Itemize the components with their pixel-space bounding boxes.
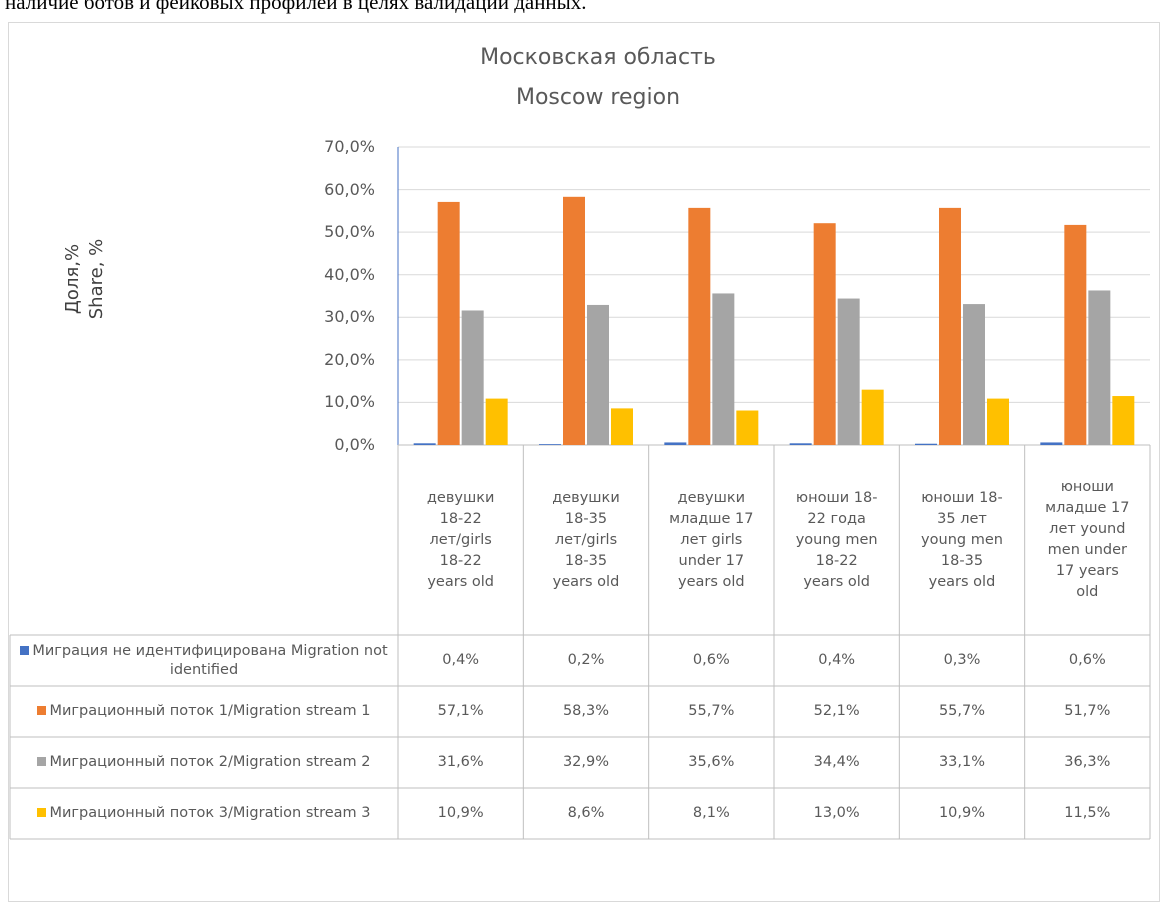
legend-label: Миграционный поток 3/Migration stream 3 — [49, 805, 371, 821]
legend-entry: Миграционный поток 2/Migration stream 2 — [10, 737, 398, 788]
bar — [461, 310, 484, 445]
legend-text-wrap: Миграционный поток 1/Migration stream 1 — [37, 702, 371, 721]
y-tick-label: 60,0% — [324, 179, 375, 199]
data-label: 11,5% — [1064, 805, 1111, 821]
bar — [1040, 442, 1063, 445]
bar — [1088, 290, 1111, 445]
bar — [861, 389, 884, 445]
data-label: 0,6% — [692, 652, 730, 668]
bar — [789, 443, 812, 445]
x-tick-label: девушки младше 17 лет girls under 17 yea… — [669, 489, 754, 590]
data-label: 13,0% — [813, 805, 860, 821]
data-label: 33,1% — [938, 754, 986, 770]
data-label: 0,4% — [442, 652, 480, 668]
data-label: 10,9% — [437, 805, 484, 821]
legend-label: Миграция не идентифицирована Migration n… — [32, 642, 388, 678]
bar — [837, 298, 860, 445]
bar — [939, 207, 961, 445]
bar — [1112, 396, 1135, 445]
data-label: 8,6% — [567, 805, 605, 821]
bar — [413, 443, 436, 445]
data-label: 32,9% — [562, 754, 610, 770]
bar — [611, 408, 633, 445]
bar — [437, 201, 460, 445]
y-tick-label: 20,0% — [324, 349, 375, 369]
data-label: 52,1% — [813, 703, 860, 719]
data-label: 35,6% — [688, 754, 735, 770]
bar — [915, 443, 937, 445]
data-label: 36,3% — [1064, 754, 1111, 770]
bar — [485, 398, 508, 445]
legend-text-wrap: Миграция не идентифицирована Migration n… — [18, 642, 390, 680]
caption: наличие ботов и фейковых профилей в целя… — [5, 0, 587, 14]
x-tick-label: юноши 18-35 лет young men 18-35 years ol… — [921, 489, 1003, 590]
data-label: 31,6% — [437, 754, 484, 770]
data-label: 10,9% — [938, 805, 986, 821]
y-tick-label: 0,0% — [334, 435, 375, 454]
chart-subtitle: Moscow region — [515, 85, 681, 110]
bar — [1064, 224, 1087, 445]
legend-label: Миграционный поток 1/Migration stream 1 — [49, 703, 371, 719]
data-label: 0,6% — [1068, 652, 1106, 668]
legend-swatch — [37, 706, 47, 715]
y-tick-label: 50,0% — [324, 222, 375, 242]
bar — [813, 223, 836, 445]
bar — [587, 304, 609, 445]
data-label: 51,7% — [1064, 703, 1111, 719]
legend-entry: Миграционный поток 3/Migration stream 3 — [10, 788, 398, 839]
data-label: 0,2% — [567, 652, 605, 668]
legend-label: Миграционный поток 2/Migration stream 2 — [49, 754, 371, 770]
x-tick-label: юноши 18-22 года young men 18-22 years o… — [795, 489, 878, 590]
legend-entry: Миграция не идентифицирована Migration n… — [10, 635, 398, 686]
chart-title: Московская область — [480, 45, 716, 70]
legend-entry: Миграционный поток 1/Migration stream 1 — [10, 686, 398, 737]
data-label: 0,4% — [818, 652, 856, 668]
x-tick-label: юноши младше 17 лет yound men under 17 y… — [1045, 479, 1130, 600]
data-label: 55,7% — [688, 703, 735, 719]
legend-swatch — [20, 645, 30, 655]
bar — [712, 293, 735, 445]
data-label: 34,4% — [813, 754, 860, 770]
x-tick-label: девушки 18-35 лет/girls 18-35 years old — [552, 489, 620, 590]
bar — [664, 442, 687, 445]
bar — [736, 410, 759, 445]
bar — [963, 304, 985, 445]
data-label: 57,1% — [437, 703, 484, 719]
y-tick-label: 10,0% — [324, 392, 375, 412]
bar — [987, 398, 1009, 445]
bar — [563, 196, 585, 445]
data-label: 55,7% — [938, 703, 986, 719]
legend-text-wrap: Миграционный поток 2/Migration stream 2 — [37, 753, 371, 772]
data-label: 0,3% — [943, 652, 981, 668]
x-tick-label: девушки 18-22 лет/girls 18-22 years old — [426, 489, 495, 590]
bar — [688, 207, 711, 445]
y-tick-label: 30,0% — [324, 307, 375, 327]
data-label: 58,3% — [562, 703, 610, 719]
data-label: 8,1% — [692, 805, 730, 821]
legend-swatch — [37, 808, 47, 817]
y-tick-label: 70,0% — [324, 137, 375, 156]
bar — [539, 444, 561, 445]
legend-text-wrap: Миграционный поток 3/Migration stream 3 — [37, 804, 371, 823]
legend-swatch — [37, 757, 47, 766]
y-tick-label: 40,0% — [324, 264, 375, 284]
